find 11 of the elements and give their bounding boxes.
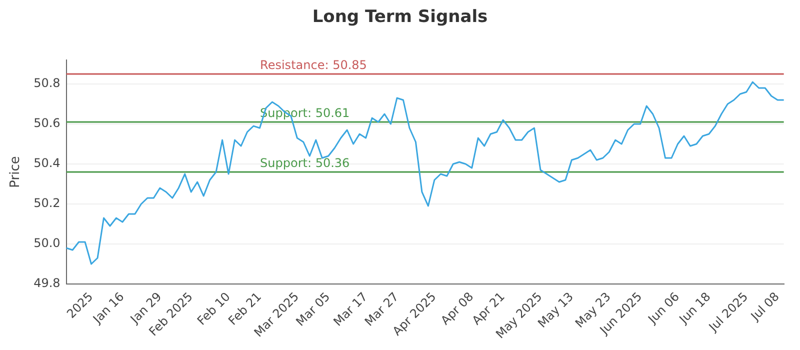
y-tick-label: 50.6 xyxy=(34,116,60,130)
y-tick-label: 50.2 xyxy=(34,196,60,210)
chart-title: Long Term Signals xyxy=(311,6,489,29)
y-axis-title: Price xyxy=(8,156,24,188)
ref-line-label: Support: 50.36 xyxy=(260,156,350,170)
y-tick-label: 50.8 xyxy=(34,76,60,90)
ref-line-label: Resistance: 50.85 xyxy=(260,58,367,72)
y-tick-label: 50.0 xyxy=(34,236,60,250)
x-tick-label: Jul 08 xyxy=(748,290,782,324)
y-tick-label: 50.4 xyxy=(34,156,60,170)
y-tick-label: 49.8 xyxy=(34,276,60,290)
